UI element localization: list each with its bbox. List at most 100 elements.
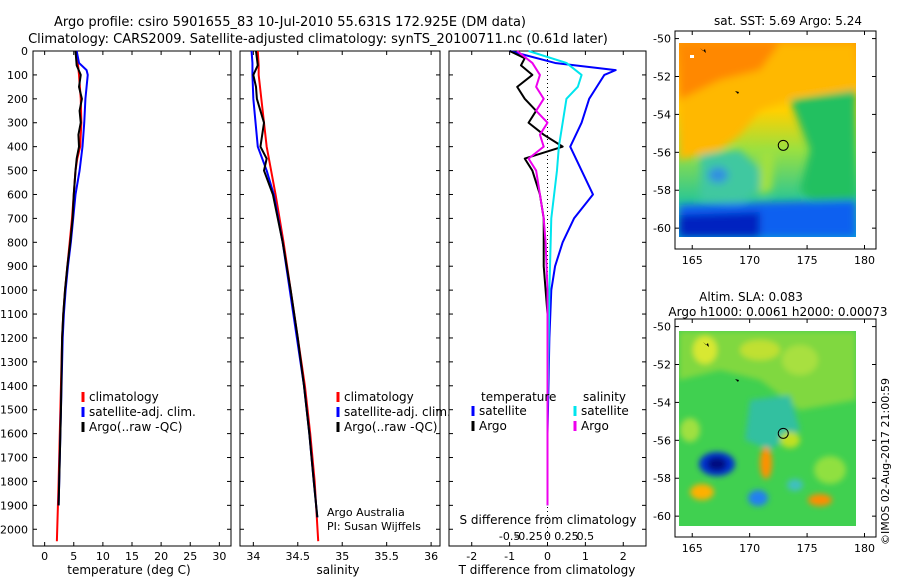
y-tick-label: -50 xyxy=(653,321,671,334)
x-tick-label-salinity: 0.5 xyxy=(577,530,595,543)
x-tick-label: 165 xyxy=(682,542,703,555)
y-tick-label: 1900 xyxy=(0,499,28,512)
legend-title-salinity: salinity xyxy=(583,390,626,404)
x-tick-label: 35.5 xyxy=(374,550,399,563)
sst-map-title: sat. SST: 5.69 Argo: 5.24 xyxy=(714,14,862,28)
x-tick-label: 30 xyxy=(212,550,226,563)
legend-label: climatology xyxy=(344,390,414,404)
sla-map-title: Altim. SLA: 0.083 xyxy=(699,290,803,304)
x-tick-label: 0 xyxy=(41,550,48,563)
y-tick-label: -56 xyxy=(653,434,671,447)
x-tick-label: 5 xyxy=(70,550,77,563)
y-tick-label: -54 xyxy=(653,396,671,409)
y-tick-label: 1200 xyxy=(0,332,28,345)
sla-field xyxy=(679,331,856,526)
x-tick-label: -1 xyxy=(504,550,515,563)
y-tick-label: -52 xyxy=(653,70,671,83)
legend-title-temperature: temperature xyxy=(481,390,556,404)
x-tick-label-salinity: 0 xyxy=(544,530,551,543)
y-tick-label: 1100 xyxy=(0,308,28,321)
x-tick-label: 180 xyxy=(854,542,875,555)
legend-label: satellite xyxy=(479,404,527,418)
y-tick-label: -60 xyxy=(653,510,671,523)
temperature-panel: 0 5 10 15 20 25 300100200300400500600700800900… xyxy=(0,45,232,577)
x-tick-label-salinity: 0.25 xyxy=(554,530,579,543)
annotation-text: Argo Australia xyxy=(327,506,405,519)
x-tick-label: 170 xyxy=(739,542,760,555)
legend-label: satellite-adj. clim. xyxy=(344,405,451,419)
y-tick-label: -50 xyxy=(653,33,671,46)
sst-field xyxy=(679,43,856,237)
temperature-xlabel: temperature (deg C) xyxy=(67,563,190,577)
header-line2: Climatology: CARS2009. Satellite-adjuste… xyxy=(28,32,608,47)
y-tick-label: 1400 xyxy=(0,380,28,393)
difference-xlabel: T difference from climatology xyxy=(458,563,636,577)
x-tick-label-salinity: -0.5 xyxy=(499,530,520,543)
y-tick-label: 800 xyxy=(7,236,28,249)
x-tick-label: 35 xyxy=(335,550,349,563)
x-tick-label: 175 xyxy=(797,542,818,555)
series-line-salinity-Argo xyxy=(516,50,549,506)
y-tick-label: -60 xyxy=(653,222,671,235)
y-tick-label: 1600 xyxy=(0,428,28,441)
y-tick-label: 200 xyxy=(7,93,28,106)
y-tick-label: 1800 xyxy=(0,475,28,488)
difference-xlabel2: S difference from climatology xyxy=(460,513,637,527)
header-line1: Argo profile: csiro 5901655_83 10-Jul-20… xyxy=(54,15,526,30)
salinity-panel: 34 34.5 35 35.5 36 climatologysatellite-adj. … xyxy=(239,50,451,577)
argo-float-marker xyxy=(777,427,789,439)
sla-map-panel: Altim. SLA: 0.083 Argo h1000: 0.0061 h20… xyxy=(653,290,888,555)
x-tick-label: -2 xyxy=(466,550,477,563)
x-tick-label: 0 xyxy=(544,550,551,563)
y-tick-label: 300 xyxy=(7,117,28,130)
y-tick-label: 2000 xyxy=(0,523,28,536)
y-tick-label: -54 xyxy=(653,108,671,121)
x-tick-label: 170 xyxy=(739,254,760,267)
legend-label: Argo(..raw -QC) xyxy=(344,420,437,434)
x-tick-label: 2 xyxy=(620,550,627,563)
legend-label: Argo(..raw -QC) xyxy=(89,420,182,434)
y-tick-label: 1700 xyxy=(0,452,28,465)
y-tick-label: -56 xyxy=(653,146,671,159)
copyright-stamp: ©IMOS 02-Aug-2017 21:00:59 xyxy=(879,378,892,545)
difference-panel: -2 -1 0 1 2 -0.5-0.25 0 0.250.5 temperature salin… xyxy=(448,50,647,577)
argo-float-marker xyxy=(777,139,789,151)
y-tick-label: -58 xyxy=(653,472,671,485)
x-tick-label-salinity: -0.25 xyxy=(514,530,542,543)
y-tick-label: 500 xyxy=(7,165,28,178)
sst-map-panel: sat. SST: 5.69 Argo: 5.24 165 170 175 180 -5… xyxy=(653,14,877,267)
salinity-xlabel: salinity xyxy=(316,563,359,577)
x-tick-label: 34.5 xyxy=(286,550,311,563)
y-tick-label: 1000 xyxy=(0,284,28,297)
x-tick-label: 1 xyxy=(582,550,589,563)
legend-label: Argo xyxy=(581,419,609,433)
x-tick-label: 34 xyxy=(246,550,260,563)
series-line-temperature-Argo xyxy=(509,50,564,506)
legend-label: climatology xyxy=(89,390,159,404)
y-tick-label: 700 xyxy=(7,212,28,225)
series-line-temperature-satellite xyxy=(509,50,617,506)
series-line-salinity-satellite xyxy=(528,50,583,506)
x-tick-label: 25 xyxy=(183,550,197,563)
y-tick-label: 900 xyxy=(7,260,28,273)
legend-label: satellite-adj. clim. xyxy=(89,405,196,419)
x-tick-label: 15 xyxy=(125,550,139,563)
legend-label: Argo xyxy=(479,419,507,433)
sla-map-title2: Argo h1000: 0.0061 h2000: 0.00073 xyxy=(668,305,887,319)
annotation-text: PI: Susan Wijffels xyxy=(327,520,421,533)
x-tick-label: 36 xyxy=(424,550,438,563)
y-tick-label: 400 xyxy=(7,141,28,154)
y-tick-label: 600 xyxy=(7,188,28,201)
x-tick-label: 10 xyxy=(96,550,110,563)
x-tick-label: 20 xyxy=(154,550,168,563)
x-tick-label: 165 xyxy=(682,254,703,267)
salinity-plot-frame xyxy=(239,50,441,547)
series-line-argo xyxy=(57,50,83,506)
y-tick-label: 1300 xyxy=(0,356,28,369)
y-tick-label: -52 xyxy=(653,358,671,371)
y-tick-label: 100 xyxy=(7,69,28,82)
y-tick-label: 0 xyxy=(21,45,28,58)
temperature-plot-frame xyxy=(32,50,232,547)
y-tick-label: 1500 xyxy=(0,404,28,417)
